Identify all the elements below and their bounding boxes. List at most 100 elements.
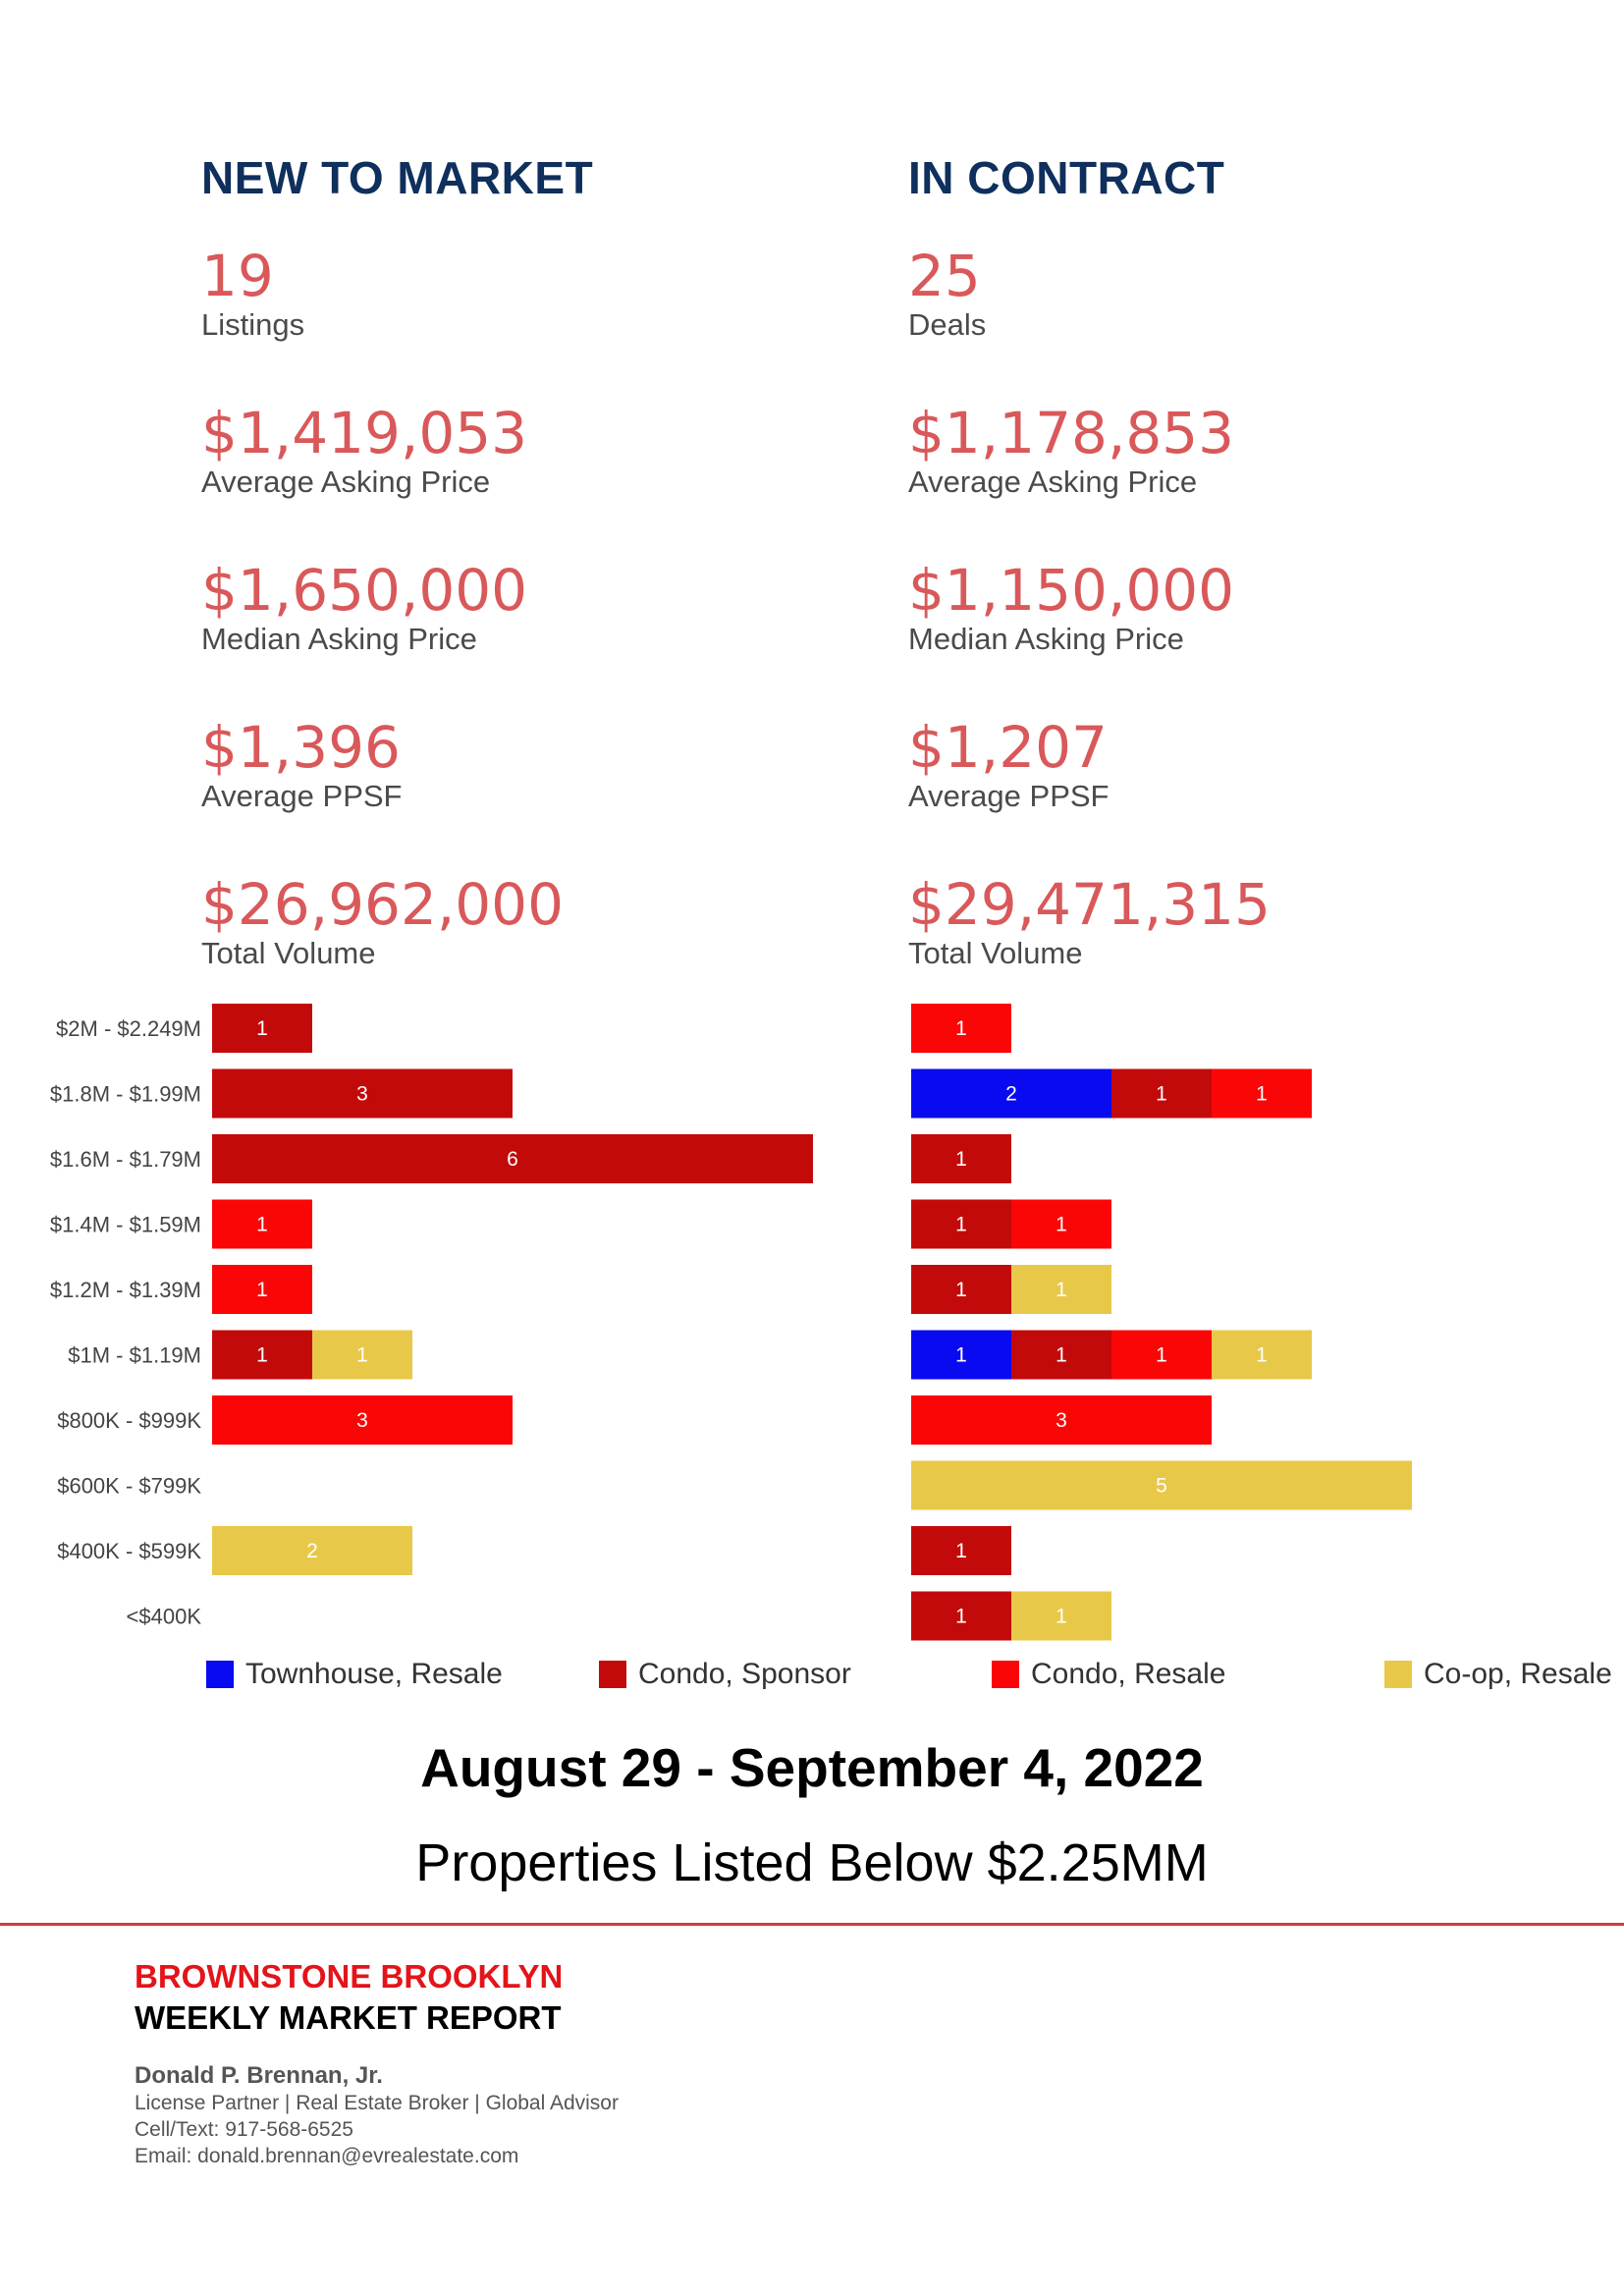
agent-name: Donald P. Brennan, Jr. (135, 2062, 383, 2089)
new-to-market-bar-label-co-op-resale-9: 2 (306, 1540, 318, 1562)
agent-title: License Partner | Real Estate Broker | G… (135, 2092, 619, 2114)
ntm-median-asking-label: Median Asking Price (201, 622, 477, 656)
in-contract-bar-label-townhouse-resale-6: 1 (955, 1344, 967, 1367)
legend-item-condo-resale: Condo, Resale (992, 1658, 1225, 1691)
footer-divider (0, 1923, 1624, 1926)
ic-total-volume-label: Total Volume (908, 936, 1083, 970)
in-contract-bar-label-co-op-resale-10: 1 (1056, 1606, 1067, 1628)
new-to-market-bar-label-condo-resale-5: 1 (256, 1279, 268, 1301)
ntm-avg-ppsf-metric: $1,396 Average PPSF (201, 715, 402, 813)
category-label-7: $800K - $999K (57, 1408, 201, 1433)
in-contract-bar-label-co-op-resale-6: 1 (1256, 1344, 1268, 1367)
category-label-8: $600K - $799K (57, 1474, 201, 1499)
new-to-market-bar-label-condo-sponsor-2: 3 (356, 1083, 368, 1106)
legend-swatch-townhouse-resale (206, 1661, 234, 1688)
category-label-4: $1.4M - $1.59M (50, 1213, 201, 1237)
in-contract-bar-label-condo-sponsor-3: 1 (955, 1148, 967, 1171)
ntm-listings-label: Listings (201, 307, 305, 342)
ic-deals-value: 25 (908, 243, 981, 309)
report-date-range: August 29 - September 4, 2022 (420, 1737, 1204, 1798)
ic-avg-ppsf-label: Average PPSF (908, 779, 1110, 813)
ntm-median-asking-metric: $1,650,000 Median Asking Price (201, 558, 527, 656)
in-contract-bar-label-condo-sponsor-10: 1 (955, 1606, 967, 1628)
in-contract-bar-condo-sponsor-9 (911, 1526, 1011, 1575)
in-contract-bar-townhouse-resale-6 (911, 1330, 1011, 1380)
in-contract-bar-label-co-op-resale-5: 1 (1056, 1279, 1067, 1301)
in-contract-bar-condo-resale-2 (1212, 1068, 1312, 1119)
in-contract-bar-label-condo-sponsor-9: 1 (955, 1540, 967, 1562)
ic-total-volume-metric: $29,471,315 Total Volume (908, 872, 1271, 970)
report-subtitle: Properties Listed Below $2.25MM (415, 1833, 1209, 1892)
new-to-market-bar-condo-resale-4 (212, 1199, 312, 1249)
in-contract-bar-condo-sponsor-2 (1111, 1068, 1212, 1119)
ntm-avg-asking-metric: $1,419,053 Average Asking Price (201, 401, 527, 499)
in-contract-bar-label-condo-sponsor-6: 1 (1056, 1344, 1067, 1367)
new-to-market-bar-co-op-resale-9 (212, 1526, 412, 1575)
ntm-avg-ppsf-value: $1,396 (201, 714, 401, 781)
new-to-market-heading: NEW TO MARKET (201, 152, 594, 203)
ntm-avg-asking-value: $1,419,053 (201, 400, 528, 466)
in-contract-bar-condo-sponsor-3 (911, 1134, 1011, 1183)
legend-label-townhouse-resale: Townhouse, Resale (245, 1658, 503, 1690)
in-contract-bar-condo-sponsor-5 (911, 1265, 1011, 1314)
in-contract-bar-co-op-resale-10 (1011, 1591, 1111, 1641)
in-contract-bar-label-condo-resale-6: 1 (1156, 1344, 1167, 1367)
ntm-total-volume-metric: $26,962,000 Total Volume (201, 872, 564, 970)
ntm-avg-asking-label: Average Asking Price (201, 465, 491, 499)
legend-swatch-condo-sponsor (599, 1661, 626, 1688)
ic-avg-ppsf-metric: $1,207 Average PPSF (908, 715, 1109, 813)
in-contract-bar-label-co-op-resale-8: 5 (1156, 1475, 1167, 1498)
in-contract-bar-condo-sponsor-10 (911, 1591, 1011, 1641)
ic-total-volume-value: $29,471,315 (908, 871, 1271, 938)
ic-median-asking-value: $1,150,000 (908, 557, 1235, 624)
ic-median-asking-label: Median Asking Price (908, 622, 1184, 656)
ic-avg-asking-label: Average Asking Price (908, 465, 1198, 499)
in-contract-bar-co-op-resale-5 (1011, 1265, 1111, 1314)
in-contract-bar-condo-sponsor-6 (1011, 1330, 1111, 1380)
new-to-market-bar-label-condo-sponsor-3: 6 (507, 1148, 518, 1171)
legend-item-coop-resale: Co-op, Resale (1384, 1658, 1612, 1691)
ic-avg-ppsf-value: $1,207 (908, 714, 1108, 781)
in-contract-bar-label-condo-resale-2: 1 (1256, 1083, 1268, 1106)
in-contract-heading: IN CONTRACT (908, 152, 1225, 203)
in-contract-bar-label-condo-sponsor-2: 1 (1156, 1083, 1167, 1106)
legend-label-coop-resale: Co-op, Resale (1424, 1658, 1612, 1690)
in-contract-bar-co-op-resale-6 (1212, 1330, 1312, 1380)
ic-avg-asking-value: $1,178,853 (908, 400, 1235, 466)
new-to-market-bar-label-condo-resale-4: 1 (256, 1214, 268, 1236)
in-contract-bar-label-condo-sponsor-5: 1 (955, 1279, 967, 1301)
new-to-market-bar-label-condo-resale-7: 3 (356, 1409, 368, 1432)
ic-deals-metric: 25 Deals (908, 244, 986, 342)
in-contract-bar-label-condo-resale-7: 3 (1056, 1409, 1067, 1432)
brand-name: BROWNSTONE BROOKLYN (135, 1958, 564, 1995)
category-label-9: $400K - $599K (57, 1539, 201, 1563)
category-label-10: <$400K (127, 1605, 202, 1629)
new-to-market-bar-condo-sponsor-2 (212, 1068, 513, 1119)
legend-label-condo-resale: Condo, Resale (1031, 1658, 1226, 1690)
in-contract-bar-label-condo-resale-1: 1 (955, 1017, 967, 1040)
ntm-listings-metric: 19 Listings (201, 244, 304, 342)
in-contract-bar-condo-resale-6 (1111, 1330, 1212, 1380)
category-label-1: $2M - $2.249M (56, 1016, 201, 1041)
new-to-market-bar-condo-sponsor-6 (212, 1330, 312, 1380)
in-contract-bar-label-condo-resale-4: 1 (1056, 1214, 1067, 1236)
ntm-median-asking-value: $1,650,000 (201, 557, 528, 624)
new-to-market-bar-condo-sponsor-1 (212, 1004, 312, 1053)
ntm-total-volume-value: $26,962,000 (201, 871, 564, 938)
ic-median-asking-metric: $1,150,000 Median Asking Price (908, 558, 1234, 656)
in-contract-bar-co-op-resale-8 (911, 1460, 1412, 1510)
ic-deals-label: Deals (908, 307, 987, 342)
legend-swatch-coop-resale (1384, 1661, 1412, 1688)
ic-avg-asking-metric: $1,178,853 Average Asking Price (908, 401, 1234, 499)
in-contract-bar-condo-resale-7 (911, 1395, 1212, 1445)
category-label-5: $1.2M - $1.39M (50, 1278, 201, 1302)
ntm-total-volume-label: Total Volume (201, 936, 376, 970)
report-name: WEEKLY MARKET REPORT (135, 1999, 562, 2036)
legend-item-condo-sponsor: Condo, Sponsor (599, 1658, 851, 1691)
price-range-bar-chart: $2M - $2.249M $1.8M - $1.99M $1.6M - $1.79… (50, 1004, 1412, 1641)
new-to-market-bar-co-op-resale-6 (312, 1330, 412, 1380)
new-to-market-bar-condo-resale-5 (212, 1265, 312, 1314)
in-contract-bar-condo-resale-4 (1011, 1199, 1111, 1249)
in-contract-bar-condo-resale-1 (911, 1004, 1011, 1053)
new-to-market-bar-label-condo-sponsor-6: 1 (256, 1344, 268, 1367)
